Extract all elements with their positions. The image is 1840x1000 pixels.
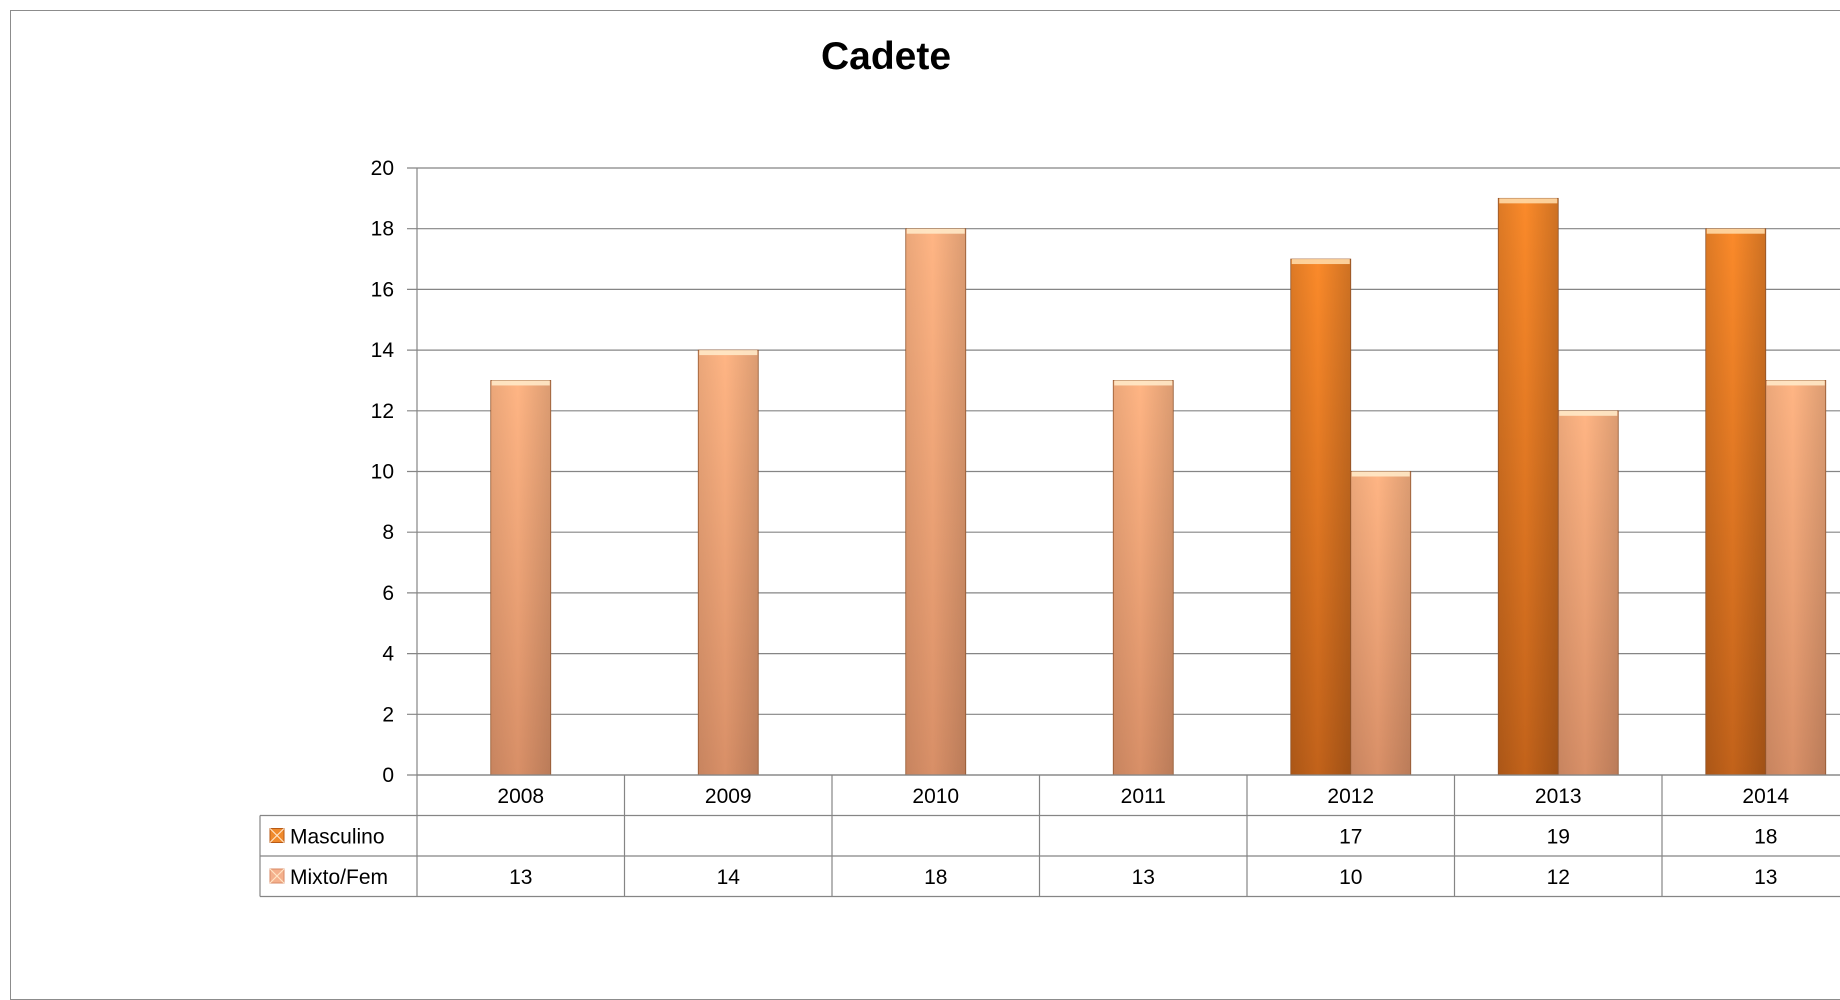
bars bbox=[490, 197, 1827, 776]
table-cell-value: 13 bbox=[1132, 866, 1155, 889]
bar-top-highlight bbox=[1114, 380, 1173, 386]
x-tick-label: 2014 bbox=[1742, 785, 1789, 808]
bar-shade bbox=[698, 350, 759, 775]
x-tick-label: 2011 bbox=[1121, 785, 1166, 808]
x-tick-label: 2008 bbox=[497, 785, 544, 808]
bar-shade bbox=[1765, 380, 1826, 775]
y-tick-label: 16 bbox=[371, 278, 394, 301]
y-tick-label: 0 bbox=[382, 764, 394, 787]
y-tick-label: 2 bbox=[382, 703, 394, 726]
x-tick-label: 2009 bbox=[705, 785, 752, 808]
bar-shade bbox=[1498, 198, 1559, 776]
bar-top-highlight bbox=[1291, 259, 1350, 265]
bar-top-highlight bbox=[906, 228, 965, 234]
x-tick-label: 2012 bbox=[1327, 785, 1374, 808]
y-tick-label: 6 bbox=[382, 582, 394, 605]
table-cell-value: 18 bbox=[924, 866, 947, 889]
bar-top-highlight bbox=[699, 350, 758, 356]
bar-shade bbox=[1705, 228, 1766, 775]
table-cell-value: 10 bbox=[1339, 866, 1362, 889]
y-tick-label: 18 bbox=[371, 218, 394, 241]
bar-mixto-fem-2009 bbox=[697, 349, 759, 776]
y-tick-label: 20 bbox=[371, 157, 394, 180]
bar-mixto-fem-2008 bbox=[490, 380, 552, 776]
table-cell-value: 18 bbox=[1754, 826, 1777, 849]
y-tick-label: 10 bbox=[371, 461, 394, 484]
y-axis-tick-labels: 0 2 4 6 8 10 12 14 16 18 20 bbox=[371, 157, 395, 787]
chart-frame: Cadete 0 2 4 6 8 10 12 14 16 18 20 2008 2009 2010 201… bbox=[10, 10, 1840, 1000]
chart-title: Cadete bbox=[821, 35, 951, 78]
table-cell-value: 19 bbox=[1547, 826, 1570, 849]
table-cell-value: 17 bbox=[1339, 826, 1362, 849]
bar-top-highlight bbox=[1559, 410, 1618, 416]
bar-top-highlight bbox=[1351, 471, 1410, 477]
legend-key-masculino bbox=[269, 828, 285, 843]
table-cell-value: 13 bbox=[509, 866, 532, 889]
x-tick-label: 2013 bbox=[1535, 785, 1582, 808]
bar-masculino-2013 bbox=[1497, 197, 1559, 776]
bar-mixto-fem-2011 bbox=[1112, 380, 1174, 776]
bar-top-highlight bbox=[1499, 198, 1558, 204]
y-tick-label: 14 bbox=[371, 339, 395, 362]
bar-shade bbox=[1350, 471, 1411, 775]
y-tick-label: 4 bbox=[382, 643, 394, 666]
legend-key-mixto-fem bbox=[269, 868, 285, 884]
bar-mixto-fem-2012 bbox=[1350, 471, 1412, 776]
bar-top-highlight bbox=[1706, 228, 1765, 234]
table-cell-value: 13 bbox=[1754, 866, 1777, 889]
data-table: 2008 2009 2010 2011 2012 2013 2014 Masculino 17 1… bbox=[259, 774, 1840, 898]
table-cell-value: 12 bbox=[1547, 866, 1570, 889]
bar-shade bbox=[1290, 259, 1351, 775]
bar-masculino-2012 bbox=[1290, 258, 1352, 776]
x-tick-label: 2010 bbox=[912, 785, 959, 808]
bar-mixto-fem-2010 bbox=[905, 228, 967, 776]
bar-mixto-fem-2013 bbox=[1557, 410, 1619, 776]
legend-label: Masculino bbox=[290, 826, 385, 849]
bar-top-highlight bbox=[1766, 380, 1825, 386]
bar-top-highlight bbox=[491, 380, 550, 386]
bar-mixto-fem-2014 bbox=[1765, 380, 1827, 776]
y-tick-label: 12 bbox=[371, 400, 394, 423]
legend-swatch-bevel bbox=[269, 868, 285, 884]
bar-shade bbox=[905, 228, 966, 775]
chart-canvas: Cadete 0 2 4 6 8 10 12 14 16 18 20 2008 2009 2010 201… bbox=[259, 35, 1840, 898]
bar-shade bbox=[490, 380, 551, 775]
legend-label: Mixto/Fem bbox=[290, 866, 388, 889]
table-cell-value: 14 bbox=[717, 866, 741, 889]
y-tick-label: 8 bbox=[382, 521, 394, 544]
bar-masculino-2014 bbox=[1705, 228, 1767, 776]
bar-shade bbox=[1113, 380, 1174, 775]
legend-swatch-bevel bbox=[269, 828, 285, 843]
bar-shade bbox=[1558, 410, 1619, 775]
